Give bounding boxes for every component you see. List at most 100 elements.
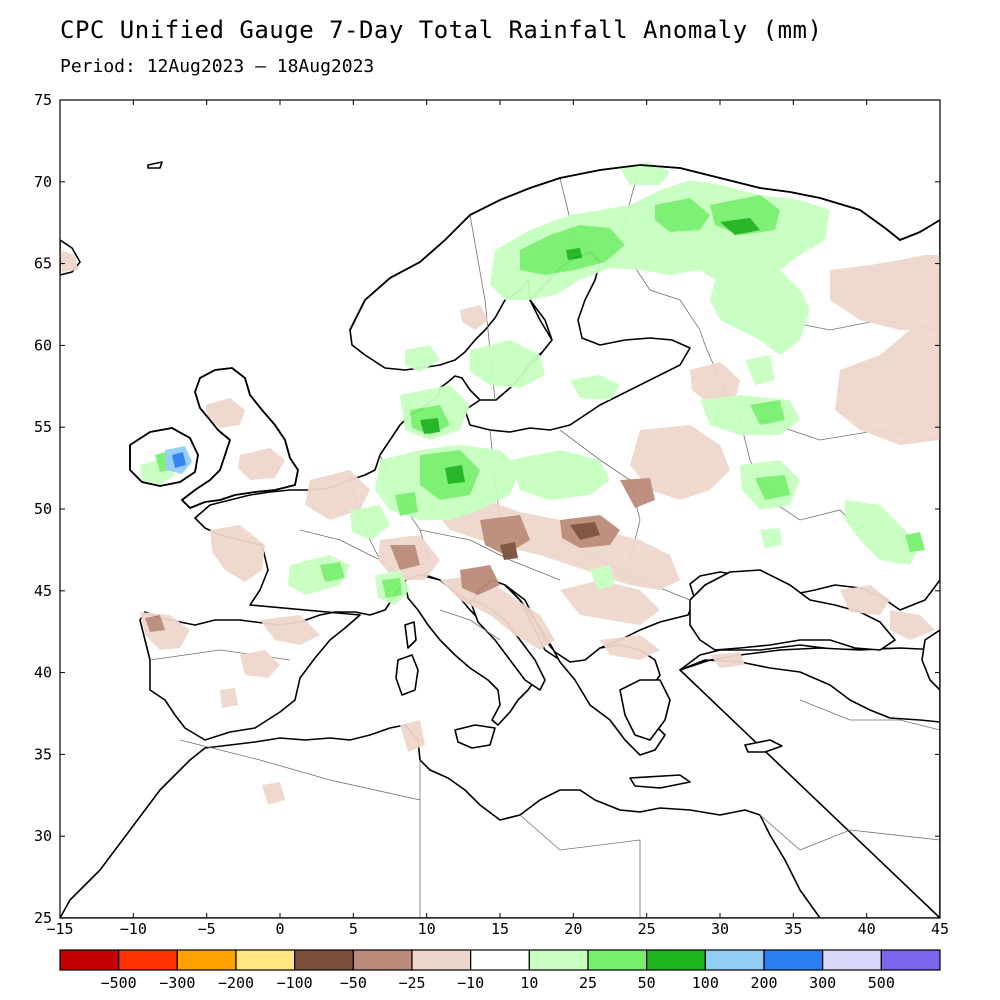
lon-tick-label: 25 — [638, 920, 656, 938]
wet-region — [845, 500, 920, 565]
wet-region-medium — [755, 475, 790, 500]
legend-label: −25 — [398, 974, 425, 992]
land-svalbard-edge — [147, 161, 163, 169]
dry-region — [690, 362, 740, 405]
lon-tick-label: 0 — [275, 920, 284, 938]
coastlines — [129, 164, 940, 509]
legend-swatch — [411, 949, 472, 971]
legend-swatch — [294, 949, 354, 971]
wet-region — [405, 345, 440, 372]
aegean-sea — [619, 679, 671, 741]
land-italy — [404, 574, 536, 726]
wet-region-dark — [720, 218, 760, 235]
dry-region-medium — [620, 478, 655, 508]
wet-region-medium — [382, 578, 402, 598]
legend-swatch — [118, 949, 178, 971]
legend-label: −10 — [457, 974, 484, 992]
land-sardinia — [395, 654, 419, 696]
latitude-axis: 25 30 35 40 45 50 55 60 65 70 75 — [34, 91, 940, 927]
dry-region — [305, 470, 370, 520]
legend-swatch — [822, 949, 882, 971]
wet-region-medium — [905, 532, 925, 552]
land-sicily — [454, 724, 496, 749]
wet-region — [470, 340, 545, 388]
lon-tick-label: −5 — [198, 920, 216, 938]
legend-label: 10 — [520, 974, 538, 992]
wet-region — [350, 505, 390, 540]
dry-region — [840, 585, 890, 615]
dry-region — [220, 688, 238, 708]
dry-region — [60, 250, 78, 272]
legend-label: 25 — [579, 974, 597, 992]
lon-tick-label: 45 — [931, 920, 949, 938]
lon-tick-label: 15 — [491, 920, 509, 938]
wet-region — [570, 375, 620, 400]
land-corsica — [404, 621, 417, 649]
dry-region-dark — [570, 522, 600, 540]
lon-tick-label: 40 — [858, 920, 876, 938]
dry-region — [262, 782, 285, 805]
lat-tick-label: 50 — [34, 500, 52, 518]
dry-region-medium — [145, 615, 165, 632]
wet-region — [620, 162, 670, 185]
legend-swatch — [176, 949, 237, 971]
lat-tick-label: 75 — [34, 91, 52, 109]
dry-region — [210, 525, 265, 582]
dry-region — [830, 255, 940, 330]
legend-label: −100 — [277, 974, 313, 992]
legend-label: 300 — [809, 974, 836, 992]
lon-tick-label: 20 — [564, 920, 582, 938]
legend-label: −300 — [159, 974, 195, 992]
dry-region — [600, 635, 660, 660]
legend-swatch — [880, 949, 941, 971]
map-body — [60, 161, 940, 918]
land-cyprus — [744, 739, 783, 753]
period-label: Period: 12Aug2023 – 18Aug2023 — [60, 56, 375, 77]
wet-region-medium — [750, 400, 785, 425]
land-turkey-mideast — [60, 644, 940, 918]
legend-label: 50 — [638, 974, 656, 992]
legend-swatch — [528, 949, 589, 971]
lon-tick-label: 35 — [784, 920, 802, 938]
dry-region-dark — [500, 542, 518, 560]
dry-region-medium — [390, 545, 420, 570]
lat-tick-label: 25 — [34, 909, 52, 927]
black-sea — [689, 569, 896, 651]
land-anatolia — [679, 647, 940, 723]
dry-region — [710, 652, 745, 668]
dry-region — [238, 448, 285, 480]
lat-tick-label: 60 — [34, 336, 52, 354]
lat-tick-label: 70 — [34, 173, 52, 191]
wet-region — [590, 565, 615, 590]
legend-label: 100 — [692, 974, 719, 992]
dry-region — [835, 320, 940, 445]
dry-region-medium — [460, 565, 500, 595]
lon-tick-label: −15 — [46, 920, 73, 938]
chart-title: CPC Unified Gauge 7-Day Total Rainfall A… — [60, 16, 823, 44]
lat-tick-label: 55 — [34, 418, 52, 436]
lat-tick-label: 40 — [34, 664, 52, 682]
legend-label: 200 — [750, 974, 777, 992]
legend-swatch — [704, 949, 765, 971]
wet-region — [760, 528, 782, 548]
land-crete — [629, 774, 691, 789]
wet-region-dark — [445, 465, 465, 484]
wet-region — [510, 450, 610, 500]
wet-region — [745, 355, 775, 385]
lon-tick-label: 30 — [711, 920, 729, 938]
legend-swatch — [470, 949, 530, 971]
dry-region — [440, 575, 555, 650]
legend-swatch — [587, 949, 648, 971]
legend-swatch — [59, 949, 120, 971]
wet-region-dark — [566, 248, 582, 260]
legend-label: −50 — [340, 974, 367, 992]
lat-tick-label: 45 — [34, 582, 52, 600]
legend-swatch — [646, 949, 706, 971]
wet-region-blue-dark — [172, 452, 186, 468]
dry-region — [630, 425, 730, 500]
caspian-sea-edge — [921, 629, 940, 691]
legend-swatch — [352, 949, 413, 971]
wet-region-medium — [395, 492, 418, 516]
dry-region — [400, 720, 425, 752]
